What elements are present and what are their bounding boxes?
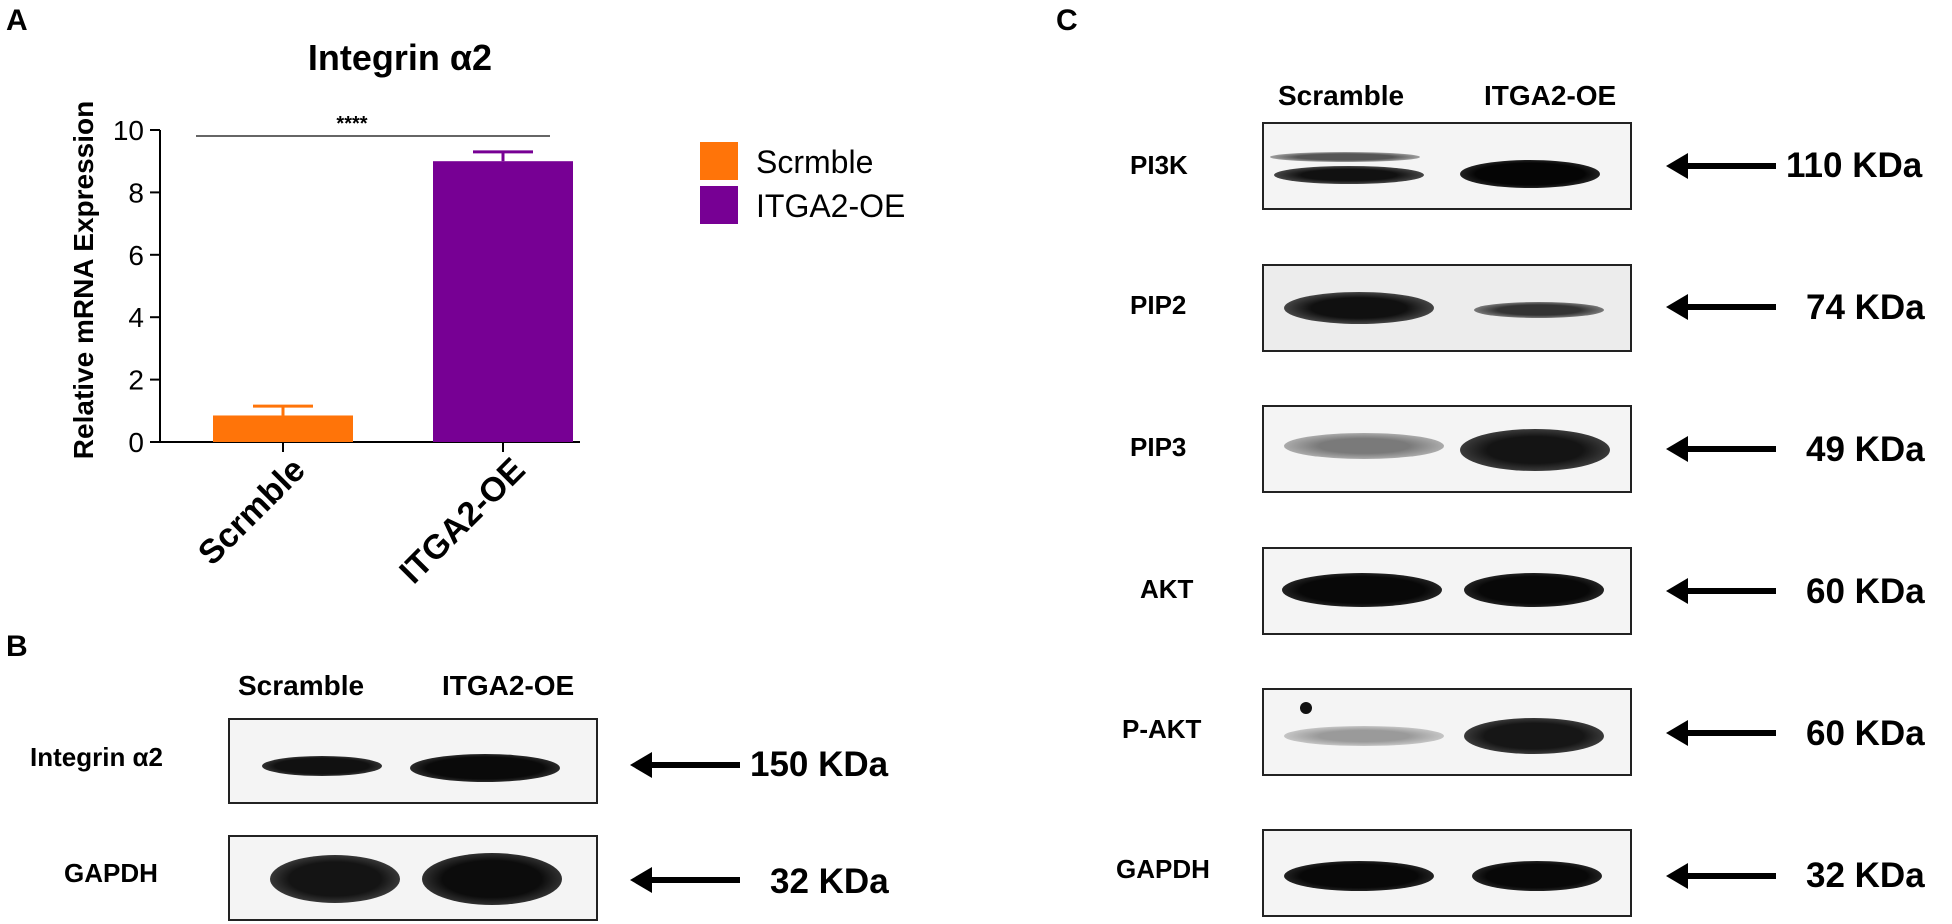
blot-c-row-label-pi3k: PI3K xyxy=(1130,150,1188,180)
band xyxy=(1460,429,1610,471)
blot-c-row-label-pip2: PIP2 xyxy=(1130,290,1187,320)
chart-title: Integrin α2 xyxy=(308,37,492,78)
blot-c-membrane-gapdh xyxy=(1262,829,1632,917)
blot-c-kda-pip2: 74 KDa xyxy=(1806,288,1925,327)
y-axis-label: Relative mRNA Expression xyxy=(68,101,99,459)
blot-c-membrane-pip3 xyxy=(1262,405,1632,493)
band xyxy=(270,855,400,903)
blot-c-row-label-pip3: PIP3 xyxy=(1130,432,1187,462)
y-tick-label: 10 xyxy=(113,115,144,146)
blot-b-kda-gapdh: 32 KDa xyxy=(770,862,889,901)
y-tick-label: 8 xyxy=(128,177,144,208)
blot-c-membrane-p-akt xyxy=(1262,688,1632,776)
panel-label-b: B xyxy=(6,630,28,663)
band xyxy=(1472,861,1602,891)
panel-label-a: A xyxy=(6,4,28,37)
blot-b-membrane-integrin xyxy=(228,718,598,804)
band xyxy=(1464,718,1604,754)
bar-chart: Integrin α2 Relative mRNA Expression 0 2 4… xyxy=(68,37,905,591)
legend-swatch xyxy=(700,186,738,224)
panel-label-c: C xyxy=(1056,4,1078,37)
blot-c-row-label-gapdh: GAPDH xyxy=(1116,854,1210,884)
blot-c-row-label-akt: AKT xyxy=(1140,574,1194,604)
band xyxy=(1284,726,1444,746)
band xyxy=(1274,166,1424,184)
band xyxy=(262,756,382,776)
band xyxy=(1460,160,1600,188)
legend-label: ITGA2-OE xyxy=(756,188,905,224)
y-tick-label: 2 xyxy=(128,365,144,396)
blot-c-kda-p-akt: 60 KDa xyxy=(1806,714,1925,753)
band xyxy=(1464,573,1604,607)
blot-b-membrane-gapdh xyxy=(228,835,598,921)
band xyxy=(1284,433,1444,459)
bar xyxy=(433,161,573,442)
blot-c-kda-akt: 60 KDa xyxy=(1806,572,1925,611)
y-tick-label: 6 xyxy=(128,240,144,271)
blot-c-membrane-pi3k xyxy=(1262,122,1632,210)
blot-c-lane-header-itga2-oe: ITGA2-OE xyxy=(1484,80,1617,111)
y-tick-label: 4 xyxy=(128,302,144,333)
blot-c-kda-pip3: 49 KDa xyxy=(1806,430,1925,469)
blot-c-lane-header-scramble: Scramble xyxy=(1278,80,1405,111)
legend-label: Scrmble xyxy=(756,144,873,180)
blot-c-kda-gapdh: 32 KDa xyxy=(1806,856,1925,895)
blot-b-lane-header-scramble: Scramble xyxy=(238,670,365,701)
blot-c-membrane-akt xyxy=(1262,547,1632,635)
band xyxy=(410,754,560,782)
x-tick-label: Scrmble xyxy=(191,451,313,573)
blot-c-membrane-pip2 xyxy=(1262,264,1632,352)
legend-swatch xyxy=(700,142,738,180)
x-tick-label: ITGA2-OE xyxy=(392,451,532,591)
blot-b-kda-integrin: 150 KDa xyxy=(750,745,889,784)
band xyxy=(422,853,562,905)
significance-label: **** xyxy=(336,113,367,135)
bar xyxy=(213,415,353,442)
band xyxy=(1284,861,1434,891)
blot-b-lane-header-itga2-oe: ITGA2-OE xyxy=(442,670,575,701)
blot-b-row-label-gapdh: GAPDH xyxy=(64,858,158,888)
blot-c-kda-pi3k: 110 KDa xyxy=(1786,146,1923,185)
band xyxy=(1270,152,1420,162)
band xyxy=(1284,292,1434,324)
y-tick-label: 0 xyxy=(128,427,144,458)
blot-b-row-label-integrin: Integrin α2 xyxy=(30,742,163,772)
blot-c-row-label-p-akt: P-AKT xyxy=(1122,714,1202,744)
band xyxy=(1300,702,1312,714)
band xyxy=(1282,573,1442,607)
band xyxy=(1474,302,1604,318)
